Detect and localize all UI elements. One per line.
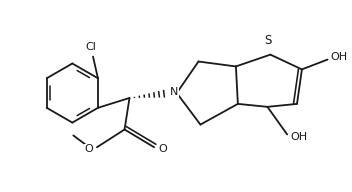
Text: N: N [170, 87, 178, 97]
Text: O: O [84, 144, 93, 154]
Text: S: S [265, 34, 272, 47]
Text: Cl: Cl [86, 42, 96, 52]
Text: OH: OH [331, 52, 348, 62]
Text: O: O [158, 144, 167, 154]
Text: OH: OH [290, 132, 307, 142]
